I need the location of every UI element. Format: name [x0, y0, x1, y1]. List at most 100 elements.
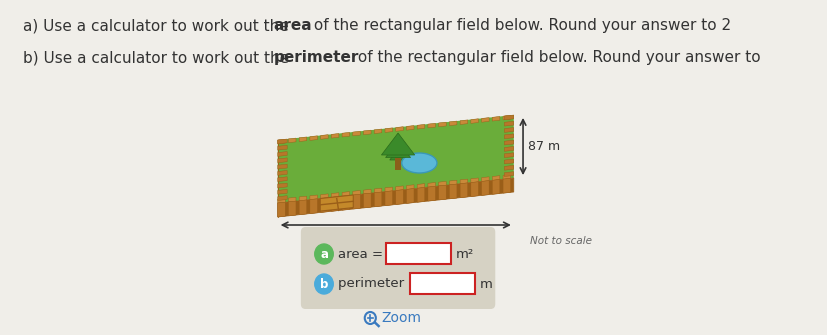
Polygon shape — [277, 189, 287, 194]
Polygon shape — [277, 145, 287, 150]
Polygon shape — [460, 179, 467, 184]
Polygon shape — [374, 188, 381, 193]
Polygon shape — [438, 122, 446, 127]
Polygon shape — [277, 171, 287, 175]
Polygon shape — [363, 193, 370, 208]
Polygon shape — [504, 140, 514, 145]
Polygon shape — [352, 191, 360, 195]
Polygon shape — [503, 115, 510, 120]
Polygon shape — [492, 176, 500, 180]
Polygon shape — [385, 128, 392, 132]
Polygon shape — [309, 195, 317, 200]
Text: b) Use a calculator to work out the: b) Use a calculator to work out the — [23, 50, 294, 65]
Polygon shape — [504, 128, 514, 132]
Polygon shape — [309, 136, 317, 140]
Polygon shape — [277, 183, 287, 188]
Polygon shape — [395, 186, 403, 191]
Polygon shape — [417, 124, 424, 129]
Text: m²: m² — [455, 248, 473, 261]
Polygon shape — [504, 134, 514, 139]
Polygon shape — [331, 134, 338, 138]
Polygon shape — [320, 135, 327, 139]
Polygon shape — [504, 153, 514, 157]
Polygon shape — [331, 197, 338, 211]
Polygon shape — [374, 192, 381, 207]
Text: perimeter =: perimeter = — [337, 277, 418, 290]
FancyBboxPatch shape — [300, 227, 495, 309]
Polygon shape — [277, 139, 287, 144]
Text: area =: area = — [337, 248, 382, 261]
Polygon shape — [299, 137, 306, 141]
Polygon shape — [277, 178, 514, 217]
Text: Zoom: Zoom — [381, 311, 421, 325]
Ellipse shape — [401, 153, 437, 173]
Polygon shape — [460, 183, 467, 198]
Polygon shape — [504, 115, 514, 120]
Text: Not to scale: Not to scale — [530, 236, 592, 246]
Polygon shape — [342, 132, 349, 137]
Polygon shape — [277, 164, 287, 169]
Polygon shape — [504, 146, 514, 151]
Polygon shape — [428, 186, 435, 201]
Polygon shape — [438, 185, 446, 200]
Polygon shape — [288, 197, 295, 202]
Polygon shape — [504, 172, 514, 177]
Text: area: area — [274, 18, 312, 33]
Polygon shape — [288, 201, 295, 216]
Polygon shape — [288, 138, 295, 143]
Polygon shape — [492, 180, 500, 194]
Polygon shape — [342, 192, 349, 196]
Polygon shape — [352, 194, 360, 209]
Polygon shape — [277, 115, 514, 203]
Polygon shape — [417, 184, 424, 188]
Polygon shape — [504, 121, 514, 126]
Polygon shape — [449, 180, 457, 185]
Polygon shape — [503, 175, 510, 179]
Polygon shape — [428, 123, 435, 128]
Polygon shape — [385, 141, 410, 157]
Polygon shape — [504, 165, 514, 170]
Polygon shape — [320, 198, 327, 212]
FancyBboxPatch shape — [385, 243, 450, 264]
Polygon shape — [504, 159, 514, 164]
Polygon shape — [331, 193, 338, 197]
Polygon shape — [320, 195, 353, 211]
Polygon shape — [277, 202, 284, 217]
Polygon shape — [460, 120, 467, 125]
Polygon shape — [406, 126, 414, 130]
Polygon shape — [385, 191, 392, 206]
Polygon shape — [385, 187, 392, 192]
Circle shape — [314, 244, 332, 264]
Polygon shape — [352, 131, 360, 136]
Polygon shape — [299, 196, 306, 201]
Polygon shape — [481, 177, 489, 182]
Polygon shape — [406, 185, 414, 189]
Polygon shape — [363, 189, 370, 194]
Polygon shape — [471, 182, 478, 197]
Bar — [394, 158, 400, 170]
Circle shape — [314, 274, 332, 294]
Polygon shape — [428, 183, 435, 187]
Polygon shape — [277, 139, 284, 144]
Polygon shape — [395, 127, 403, 131]
Text: 524 m: 524 m — [375, 236, 415, 249]
Polygon shape — [438, 181, 446, 186]
Text: 87 m: 87 m — [527, 140, 559, 153]
Text: a) Use a calculator to work out the: a) Use a calculator to work out the — [23, 18, 294, 33]
Text: of the rectangular field below. Round your answer to 2: of the rectangular field below. Round yo… — [309, 18, 731, 33]
Polygon shape — [417, 187, 424, 202]
Polygon shape — [390, 149, 406, 160]
Polygon shape — [471, 119, 478, 123]
Polygon shape — [277, 158, 287, 163]
Polygon shape — [320, 194, 327, 198]
Polygon shape — [406, 189, 414, 203]
Polygon shape — [299, 200, 306, 215]
Polygon shape — [481, 118, 489, 122]
Polygon shape — [309, 199, 317, 214]
Polygon shape — [449, 184, 457, 199]
Polygon shape — [374, 129, 381, 134]
Polygon shape — [481, 181, 489, 195]
Polygon shape — [277, 196, 287, 200]
Text: b: b — [319, 277, 327, 290]
Polygon shape — [449, 121, 457, 126]
